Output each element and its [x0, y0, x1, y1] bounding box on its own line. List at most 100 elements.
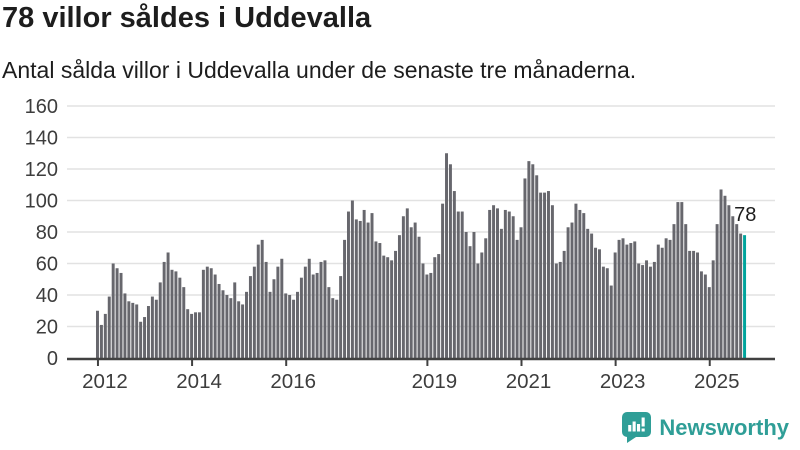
bar — [190, 313, 194, 358]
bar — [441, 203, 445, 358]
bar — [617, 239, 621, 359]
bar — [562, 250, 566, 358]
x-axis-tick-label: 2021 — [506, 370, 552, 393]
bar — [284, 293, 288, 359]
bar — [731, 216, 735, 358]
y-axis-tick-label: 120 — [25, 159, 58, 181]
bar — [456, 211, 460, 358]
bar — [523, 178, 527, 358]
bar — [719, 189, 723, 358]
bar — [127, 301, 131, 358]
y-axis-tick-label: 160 — [25, 96, 58, 118]
bar — [401, 216, 405, 358]
bar — [119, 272, 123, 358]
bar — [468, 246, 472, 359]
bar — [331, 298, 335, 358]
bar — [315, 272, 319, 358]
bar — [370, 213, 374, 358]
bar — [194, 312, 198, 358]
bar — [480, 252, 484, 358]
bar — [484, 238, 488, 358]
newsworthy-logo: Newsworthy — [622, 412, 789, 443]
bar — [417, 236, 421, 358]
bar — [335, 299, 339, 358]
bar — [472, 232, 476, 358]
bar — [323, 260, 327, 358]
bar — [586, 228, 590, 358]
bar — [723, 195, 727, 358]
bar — [503, 209, 507, 358]
bar — [664, 238, 668, 358]
bar — [688, 250, 692, 358]
bar — [437, 254, 441, 358]
bar — [425, 274, 429, 358]
bar — [150, 296, 154, 358]
bar — [590, 233, 594, 358]
x-axis-tick-label: 2019 — [412, 370, 458, 393]
bar — [605, 268, 609, 358]
bar — [464, 232, 468, 358]
bar — [311, 274, 315, 358]
bar — [543, 192, 547, 359]
bar — [692, 250, 696, 358]
bar — [107, 296, 111, 358]
x-axis-tick-label: 2016 — [270, 370, 316, 393]
bar — [154, 299, 158, 358]
bar — [374, 241, 378, 358]
bar — [707, 287, 711, 359]
bar — [633, 241, 637, 358]
bar — [276, 266, 280, 358]
bar — [209, 268, 213, 358]
bar — [327, 287, 331, 359]
bar — [574, 203, 578, 358]
bar — [566, 227, 570, 358]
bar — [594, 247, 598, 358]
bar — [715, 224, 719, 359]
bar — [166, 252, 170, 358]
bar — [641, 265, 645, 358]
bar — [237, 301, 241, 358]
bar — [268, 291, 272, 358]
bar — [496, 208, 499, 359]
bar — [531, 164, 535, 358]
bar — [527, 161, 531, 359]
bar — [448, 164, 452, 358]
bar — [609, 285, 613, 358]
bar — [229, 298, 233, 358]
bar — [182, 287, 186, 359]
bar — [307, 258, 311, 358]
bar — [519, 227, 523, 358]
bar — [550, 205, 554, 358]
bar — [613, 252, 617, 358]
y-axis-tick-label: 40 — [36, 285, 58, 307]
bar — [621, 238, 625, 358]
bar — [378, 243, 382, 358]
bar — [488, 209, 492, 358]
y-axis-tick-label: 80 — [36, 222, 58, 244]
bar — [492, 205, 496, 358]
bar — [570, 222, 574, 358]
bar — [727, 205, 731, 358]
chart-subtitle: Antal sålda villor i Uddevalla under de … — [2, 57, 637, 83]
bar — [452, 191, 456, 358]
bar — [233, 282, 237, 358]
bar — [288, 295, 292, 358]
bar — [186, 309, 190, 358]
chart-title: 78 villor såldes i Uddevalla — [2, 2, 372, 34]
bar — [397, 235, 401, 358]
bar — [460, 211, 464, 358]
bar — [554, 263, 558, 358]
bar — [162, 261, 166, 359]
newsworthy-logo-icon — [622, 412, 652, 443]
bar — [205, 266, 209, 358]
highlighted-bar — [743, 235, 747, 358]
bar — [343, 239, 347, 359]
bar — [703, 274, 707, 358]
bar — [358, 220, 362, 358]
bar — [103, 313, 107, 358]
bar — [405, 208, 409, 359]
bar — [362, 209, 366, 358]
x-axis-tick-label: 2012 — [82, 370, 128, 393]
bar — [386, 257, 390, 358]
